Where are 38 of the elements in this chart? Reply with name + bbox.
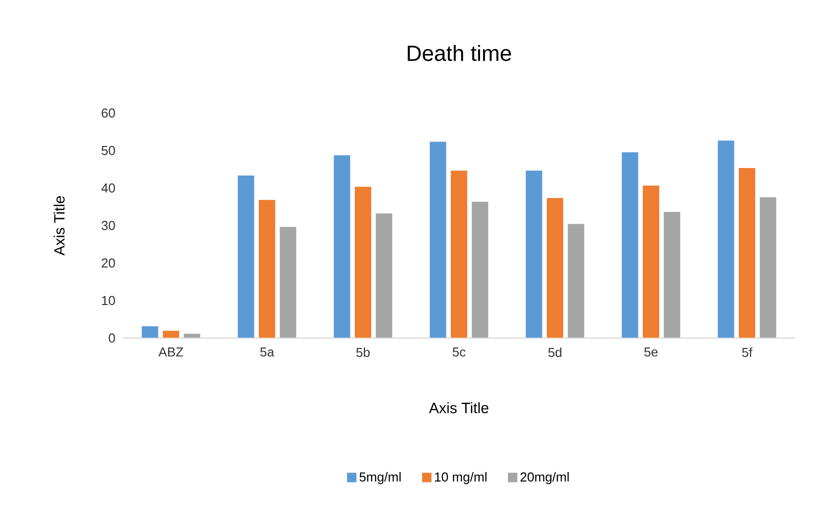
bar [237, 174, 255, 338]
bar [471, 201, 489, 338]
bar [258, 199, 276, 338]
bar [642, 185, 660, 338]
bar [525, 170, 543, 338]
bar [450, 170, 468, 338]
y-tick-label: 20 [102, 258, 115, 268]
x-tick-label: 5f [742, 348, 752, 358]
y-tick-label: 0 [108, 333, 115, 343]
bar [375, 212, 393, 338]
y-tick-label: 40 [101, 183, 115, 193]
x-tick-label: 5d [548, 348, 562, 358]
legend-label: 20mg/ml [520, 472, 569, 484]
legend-label: 10 mg/ml [435, 472, 486, 484]
y-tick-label: 60 [102, 108, 115, 118]
bar [333, 154, 351, 338]
x-tick-label: 5b [356, 348, 370, 358]
bar [663, 211, 681, 338]
bar [738, 167, 756, 338]
bar [717, 140, 735, 338]
x-axis-title: Axis Title [429, 402, 488, 414]
y-tick-label: 10 [102, 296, 115, 306]
y-axis-title: Axis Title [54, 196, 65, 256]
bar [546, 197, 564, 338]
y-tick-label: 50 [102, 146, 115, 156]
bar [759, 196, 777, 338]
legend-label: 5mg/ml [360, 472, 401, 484]
bar [621, 152, 639, 338]
bar [429, 141, 447, 338]
x-tick-label: 5c [452, 348, 466, 357]
chart-title: Death time [408, 44, 511, 62]
bar [567, 223, 585, 338]
x-tick-label: 5a [260, 348, 274, 357]
bar [279, 226, 297, 338]
y-tick-label: 30 [102, 220, 115, 230]
x-tick-label: ABZ [158, 348, 184, 356]
x-tick-label: 5e [644, 348, 658, 357]
bar [354, 186, 372, 338]
